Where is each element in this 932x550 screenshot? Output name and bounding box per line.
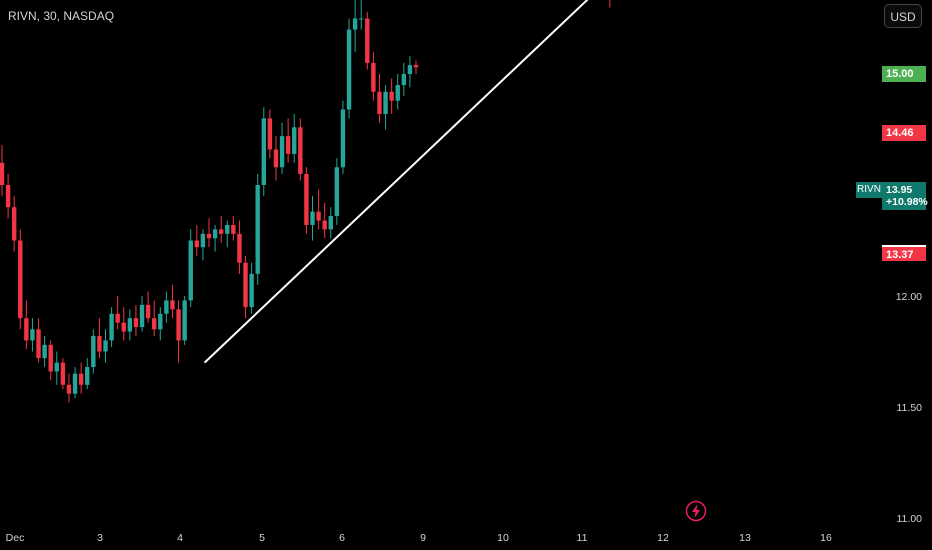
candle-body	[18, 240, 23, 319]
time-tick-label: Dec	[6, 532, 25, 544]
candle-body	[377, 91, 382, 114]
candle-body	[292, 127, 297, 154]
candle-body	[127, 318, 133, 332]
candle-body	[24, 318, 29, 341]
candle-body	[158, 313, 163, 330]
resistance-price-label: 14.46	[882, 125, 926, 141]
candle-body	[0, 162, 5, 185]
candle-body	[42, 344, 47, 359]
candle-body	[255, 185, 260, 274]
candle-body	[267, 118, 273, 150]
candle-body	[182, 300, 187, 341]
time-tick-label: 4	[177, 532, 183, 544]
candle-body	[66, 384, 72, 394]
trendline-1	[203, 0, 589, 364]
time-tick-label: 12	[657, 532, 669, 544]
last-change: +10.98%	[886, 196, 928, 208]
lightning-icon[interactable]	[685, 500, 707, 522]
candle-body	[133, 318, 139, 328]
candle-body	[316, 211, 321, 221]
time-tick-label: 16	[820, 532, 832, 544]
candle-body	[30, 329, 35, 341]
time-tick-label: 5	[259, 532, 265, 544]
candle-body	[54, 362, 59, 372]
candle-body	[48, 344, 53, 372]
candle-body	[340, 109, 346, 168]
candle-body	[121, 322, 126, 332]
candle-body	[145, 304, 151, 319]
time-tick-label: 9	[420, 532, 426, 544]
candle-body	[5, 185, 11, 208]
candle-body	[176, 309, 181, 341]
candle-body	[310, 211, 315, 225]
candle-body	[261, 118, 266, 185]
candle-body	[346, 29, 352, 110]
candle-body	[194, 240, 200, 248]
time-tick-label: 11	[577, 532, 588, 544]
candle-body	[249, 273, 254, 308]
candle-body	[334, 167, 340, 217]
time-tick-label: 3	[97, 532, 103, 544]
candle-body	[359, 18, 364, 20]
ticker-label: RIVN	[856, 182, 882, 198]
candle-body	[365, 18, 370, 63]
candle-body	[273, 149, 279, 168]
candle-body	[36, 329, 41, 359]
candle-body	[60, 362, 66, 385]
candle-body	[218, 229, 224, 234]
candle-body	[170, 300, 175, 310]
candle-body	[109, 313, 114, 341]
last-price-box: 13.95 +10.98%	[882, 182, 928, 210]
candle-body	[72, 373, 78, 394]
candle-body	[371, 62, 376, 92]
candle-body	[413, 65, 419, 68]
last-price: 13.95	[886, 184, 913, 196]
candle-body	[231, 224, 236, 234]
candle-body	[407, 65, 413, 74]
time-tick-label: 13	[739, 532, 751, 544]
time-tick-label: 6	[339, 532, 345, 544]
candle-body	[285, 136, 291, 154]
candle-body	[389, 91, 394, 101]
candle-body	[91, 335, 96, 368]
candle-body	[352, 18, 358, 30]
candle-body	[243, 262, 248, 308]
candle-body	[188, 240, 193, 301]
currency-button[interactable]: USD	[884, 4, 922, 28]
candle-body	[97, 335, 102, 352]
candle-body	[225, 224, 230, 234]
candle-body	[322, 220, 327, 230]
support-price-label: 13.37	[882, 245, 926, 261]
candle-body	[103, 340, 108, 352]
price-tick-label: 11.50	[897, 402, 923, 414]
candle-body	[206, 233, 212, 239]
target-price-label: 15.00	[882, 66, 926, 82]
candle-body	[383, 91, 388, 114]
candle-body	[401, 74, 407, 86]
chart-title: RIVN, 30, NASDAQ	[8, 9, 115, 23]
candle-body	[152, 318, 157, 330]
candle-body	[304, 173, 309, 225]
candle-body	[298, 127, 303, 174]
candle-body	[139, 304, 145, 328]
candle-body	[115, 313, 120, 323]
candle-body	[11, 207, 17, 241]
candle-body	[279, 136, 285, 168]
candle-body	[78, 373, 84, 385]
candle-body	[212, 229, 218, 239]
candle-body	[328, 216, 333, 230]
price-tick-label: 11.00	[897, 513, 923, 525]
candle-body	[237, 233, 242, 263]
candle-body	[85, 367, 90, 385]
candle-body	[164, 300, 169, 314]
candle-body	[395, 85, 400, 101]
time-tick-label: 10	[497, 532, 509, 544]
candle-body	[200, 233, 206, 248]
price-tick-label: 12.00	[896, 291, 922, 303]
